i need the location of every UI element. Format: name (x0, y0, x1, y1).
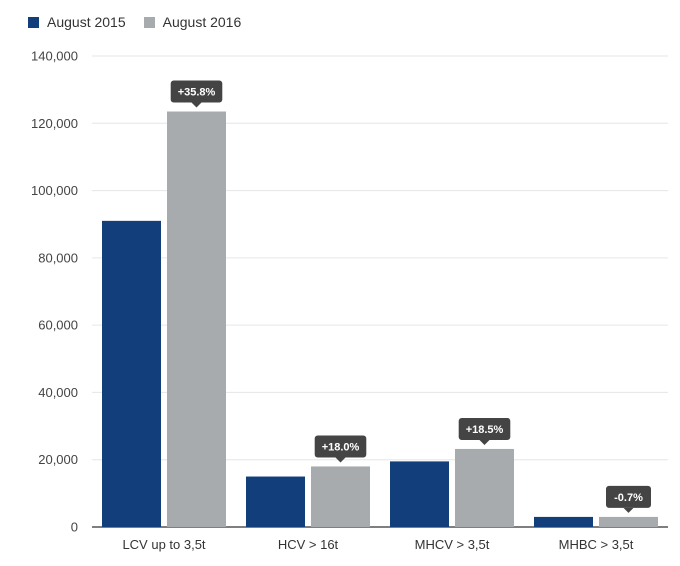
annotation-label: +18.0% (322, 441, 360, 453)
y-tick-label: 60,000 (38, 318, 78, 333)
annotation-label: +35.8% (178, 87, 216, 99)
annotation-label: -0.7% (614, 492, 643, 504)
bar (246, 476, 305, 527)
legend-label-august-2015: August 2015 (47, 14, 126, 30)
bar (167, 111, 226, 527)
x-tick-label: HCV > 16t (278, 537, 339, 552)
y-tick-label: 100,000 (31, 183, 78, 198)
bar (599, 516, 658, 527)
bar (534, 516, 593, 527)
annotation-pointer (191, 102, 202, 108)
bar (390, 461, 449, 527)
annotation-box (606, 485, 651, 508)
y-tick-label: 120,000 (31, 116, 78, 131)
annotation-label: +18.5% (466, 424, 504, 436)
change-annotation: -0.7% (606, 485, 651, 513)
legend-label-august-2016: August 2016 (162, 14, 242, 30)
change-annotation: +18.5% (458, 417, 511, 445)
annotation-box (314, 435, 367, 458)
legend-item-august-2015[interactable]: August 2015 (28, 14, 126, 30)
x-tick-label: LCV up to 3,5t (122, 537, 205, 552)
legend-swatch-august-2015 (28, 16, 39, 28)
bar (311, 466, 370, 527)
annotation-box (458, 417, 511, 440)
annotation-pointer (335, 457, 346, 463)
bar (102, 220, 161, 527)
y-tick-label: 40,000 (38, 385, 78, 400)
bar (455, 448, 514, 527)
chart-legend: August 2015 August 2016 (28, 10, 241, 34)
x-tick-label: MHCV > 3,5t (415, 537, 490, 552)
y-tick-label: 80,000 (38, 250, 78, 265)
legend-item-august-2016[interactable]: August 2016 (143, 14, 242, 30)
annotation-pointer (479, 439, 490, 445)
y-tick-label: 20,000 (38, 452, 78, 467)
change-annotation: +35.8% (170, 80, 223, 108)
legend-swatch-august-2016 (143, 16, 155, 28)
x-tick-label: MHBC > 3,5t (559, 537, 634, 552)
change-annotation: +18.0% (314, 435, 367, 463)
annotation-pointer (623, 507, 634, 513)
y-tick-label: 0 (71, 520, 78, 535)
y-tick-label: 140,000 (31, 49, 78, 64)
annotation-box (170, 80, 223, 103)
